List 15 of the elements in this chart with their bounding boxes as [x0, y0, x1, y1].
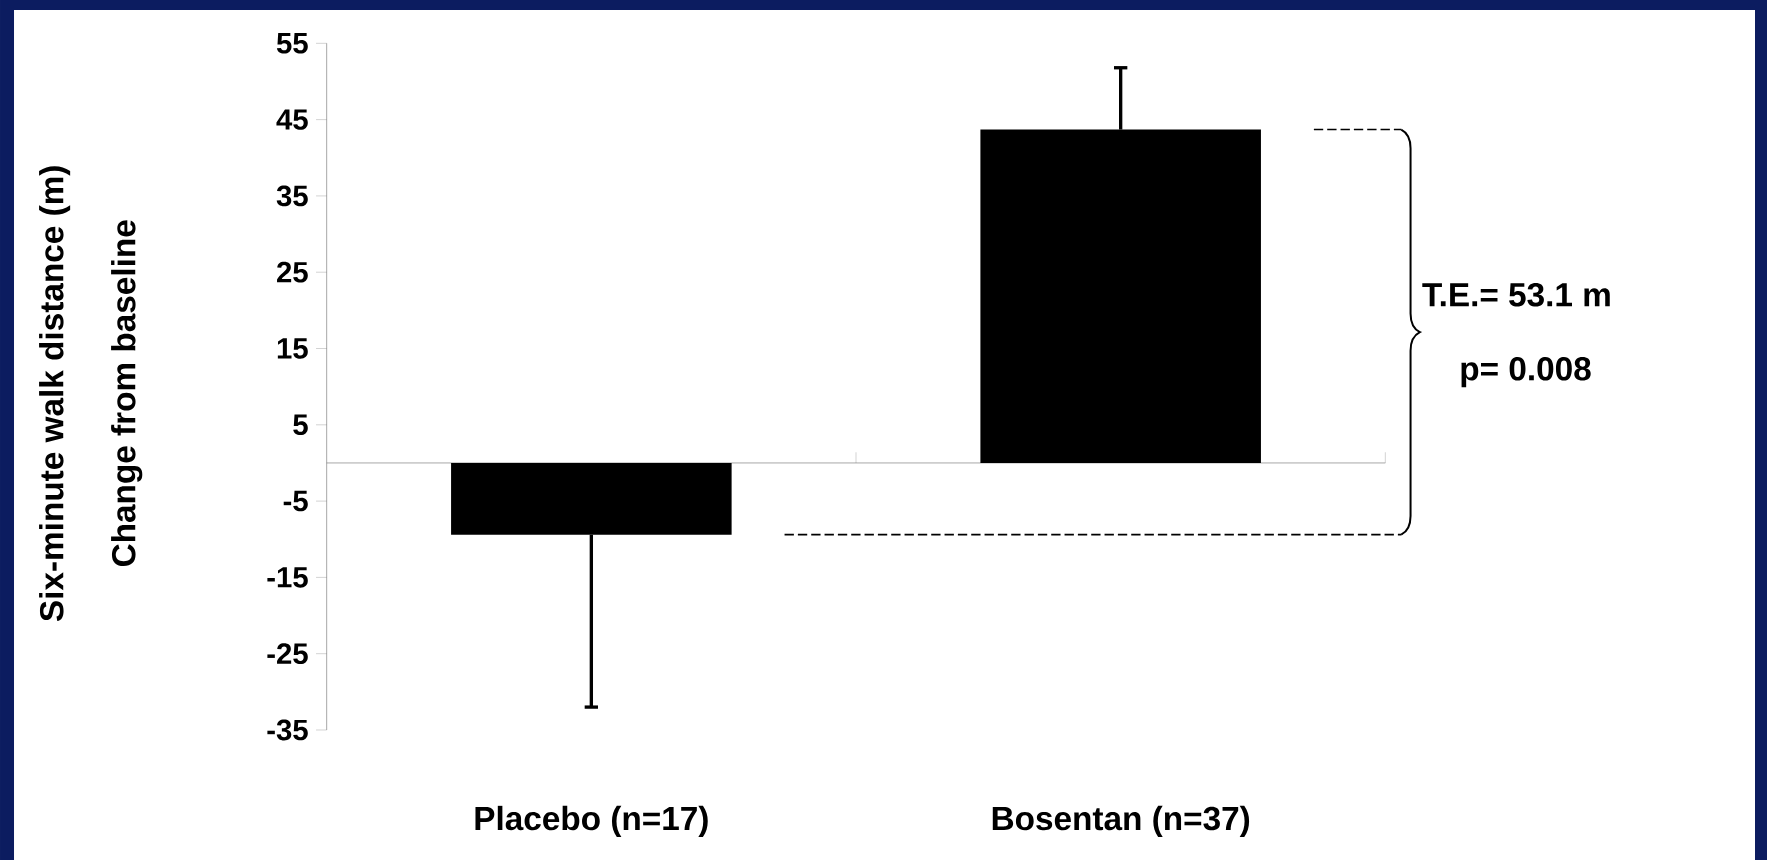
y-tick-label: 15: [277, 338, 308, 359]
y-tick-label: -25: [267, 643, 308, 665]
y-tick-label: 45: [276, 109, 308, 130]
x-tick-label: Placebo (n=17): [475, 805, 708, 837]
text: p= 0.008: [1461, 357, 1591, 388]
y-tick-label: 55: [276, 33, 308, 54]
text: Six-minute walk distance (m) Change from baseline: [39, 166, 143, 622]
y-tick-label: 25: [277, 261, 308, 283]
x-tick-label: Bosentan (n=37): [992, 805, 1250, 837]
y-tick-label: 35: [276, 185, 308, 207]
text: T.E.= 53.1 m: [1422, 282, 1610, 307]
y-tick-label: -5: [283, 490, 308, 512]
y-tick-label: -35: [267, 719, 308, 741]
y-tick-label: 5: [293, 414, 308, 436]
y-tick-label: -15: [267, 567, 308, 588]
